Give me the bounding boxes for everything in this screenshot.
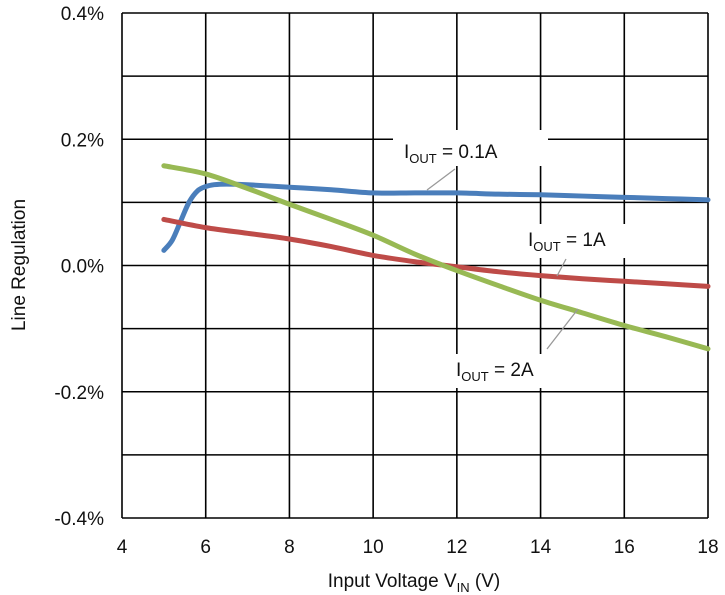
x-tick-label: 14 <box>530 537 552 558</box>
x-tick-label: 8 <box>284 537 295 558</box>
annotation-iout-1a: IOUT = 1A <box>528 230 606 254</box>
annotation-leader-1 <box>556 258 567 277</box>
y-tick-label: -0.4% <box>54 509 104 530</box>
x-tick-label: 4 <box>117 537 128 558</box>
y-tick-label: -0.2% <box>54 383 104 404</box>
y-tick-labels: 0.4% 0.2% 0.0% -0.2% -0.4% <box>54 4 104 530</box>
annotation-box-2 <box>447 354 567 388</box>
y-tick-label: 0.2% <box>61 130 104 151</box>
annotation-leader-0 <box>426 168 456 191</box>
annotation-iout-0-1a: IOUT = 0.1A <box>404 142 498 166</box>
x-axis-title: Input Voltage VIN (V) <box>328 571 501 595</box>
annotation-leaders <box>426 168 579 350</box>
y-axis-title: Line Regulation <box>9 199 30 331</box>
series-iout-2a <box>161 163 711 352</box>
series-layer <box>161 163 711 352</box>
y-tick-label: 0.4% <box>61 4 104 25</box>
annotation-iout-2a: IOUT = 2A <box>456 360 534 384</box>
annotation-leader-2 <box>546 308 579 350</box>
x-tick-label: 18 <box>697 537 718 558</box>
x-tick-labels: 4 6 8 10 12 14 16 18 <box>117 537 719 558</box>
x-tick-label: 10 <box>363 537 384 558</box>
y-tick-label: 0.0% <box>61 257 104 278</box>
x-tick-label: 16 <box>614 537 635 558</box>
x-tick-label: 12 <box>446 537 467 558</box>
series-iout-0-1a <box>161 181 711 253</box>
x-tick-label: 6 <box>200 537 211 558</box>
annotation-box-1 <box>521 224 641 258</box>
annotation-boxes <box>393 130 641 388</box>
annotation-box-0 <box>393 130 548 166</box>
